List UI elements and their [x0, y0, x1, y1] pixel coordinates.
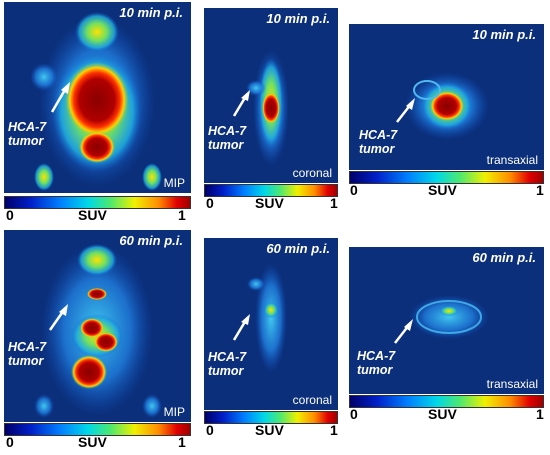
- colorbar-min: 0: [6, 434, 14, 450]
- view-label: coronal: [292, 166, 332, 180]
- colorbar-label: SUV: [255, 195, 284, 211]
- tumor-label: HCA-7 tumor: [208, 350, 247, 378]
- colorbar: [204, 184, 338, 197]
- colorbar-max: 1: [178, 207, 186, 223]
- mouse-mip-image: [30, 12, 162, 191]
- colorbar-max: 1: [330, 422, 338, 438]
- coronal-image: [232, 50, 289, 166]
- colorbar-max: 1: [536, 182, 544, 198]
- colorbar: [349, 395, 544, 408]
- colorbar-label: SUV: [428, 406, 457, 422]
- view-label: MIP: [163, 176, 185, 190]
- view-label: transaxial: [486, 377, 538, 391]
- coronal-image: [232, 263, 287, 373]
- time-label: 60 min p.i.: [266, 241, 330, 256]
- colorbar-min: 0: [206, 422, 214, 438]
- colorbar: [4, 423, 191, 436]
- colorbar-max: 1: [178, 434, 186, 450]
- colorbar-min: 0: [6, 207, 14, 223]
- tumor-label: HCA-7 tumor: [208, 124, 247, 152]
- panel-coronal-60min: 60 min p.i. HCA-7 tumor coronal: [204, 238, 338, 410]
- time-label: 60 min p.i.: [472, 250, 536, 265]
- colorbar-max: 1: [330, 195, 338, 211]
- tumor-label: HCA-7 tumor: [359, 128, 398, 156]
- colorbar-min: 0: [350, 182, 358, 198]
- colorbar: [349, 171, 544, 184]
- tumor-label: HCA-7 tumor: [8, 120, 47, 148]
- panel-mip-60min: 60 min p.i. HCA-7 tumor MIP: [4, 230, 191, 422]
- view-label: coronal: [292, 393, 332, 407]
- colorbar-min: 0: [206, 195, 214, 211]
- colorbar-min: 0: [350, 406, 358, 422]
- panel-transaxial-60min: 60 min p.i. HCA-7 tumor transaxial: [349, 247, 544, 394]
- time-label: 10 min p.i.: [266, 11, 330, 26]
- colorbar-label: SUV: [255, 422, 284, 438]
- view-label: MIP: [163, 405, 185, 419]
- tumor-label: HCA-7 tumor: [8, 340, 47, 368]
- panel-coronal-10min: 10 min p.i. HCA-7 tumor coronal: [204, 8, 338, 183]
- colorbar-label: SUV: [428, 182, 457, 198]
- colorbar-max: 1: [536, 406, 544, 422]
- transaxial-image: [396, 72, 489, 140]
- time-label: 60 min p.i.: [119, 233, 183, 248]
- time-label: 10 min p.i.: [119, 5, 183, 20]
- time-label: 10 min p.i.: [472, 27, 536, 42]
- transaxial-image: [394, 295, 489, 344]
- colorbar: [4, 196, 191, 209]
- colorbar: [204, 411, 338, 424]
- panel-mip-10min: 10 min p.i. HCA-7 tumor MIP: [4, 2, 191, 193]
- colorbar-label: SUV: [78, 207, 107, 223]
- panel-transaxial-10min: 10 min p.i. HCA-7 tumor transaxial: [349, 24, 544, 170]
- colorbar-label: SUV: [78, 434, 107, 450]
- view-label: transaxial: [486, 153, 538, 167]
- tumor-label: HCA-7 tumor: [357, 349, 396, 377]
- mouse-mip-image: [34, 244, 162, 418]
